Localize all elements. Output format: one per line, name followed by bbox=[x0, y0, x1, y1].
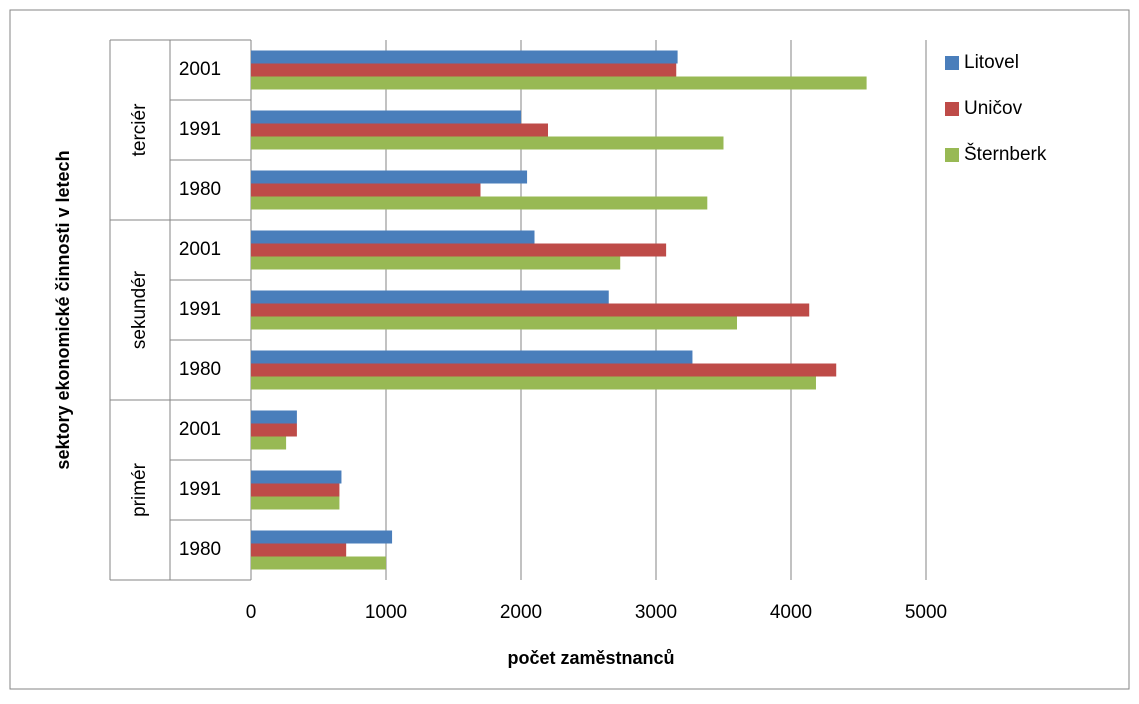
bar bbox=[251, 376, 816, 390]
x-axis-title: počet zaměstnanců bbox=[507, 648, 674, 668]
bar bbox=[251, 543, 347, 557]
bar bbox=[251, 436, 287, 450]
y-tick-label: 1980 bbox=[179, 179, 221, 200]
legend-label: Litovel bbox=[964, 52, 1019, 73]
bar bbox=[251, 230, 535, 244]
y-axis-title: sektory ekonomické činnosti v letech bbox=[53, 150, 73, 469]
group-label: primér bbox=[129, 462, 150, 517]
bar bbox=[251, 423, 297, 437]
y-tick-label: 1991 bbox=[179, 119, 221, 140]
bar bbox=[251, 50, 678, 64]
legend-swatch bbox=[945, 56, 959, 70]
bar bbox=[251, 196, 708, 210]
chart-border bbox=[9, 9, 1130, 690]
x-tick-label: 0 bbox=[246, 602, 257, 623]
legend-swatch bbox=[945, 102, 959, 116]
bar bbox=[251, 123, 548, 137]
bar bbox=[251, 303, 810, 317]
x-tick-label: 5000 bbox=[905, 602, 947, 623]
y-tick-label: 2001 bbox=[179, 239, 221, 260]
y-tick-label: 1980 bbox=[179, 359, 221, 380]
bar bbox=[251, 256, 621, 270]
y-tick-label: 1991 bbox=[179, 479, 221, 500]
y-tick-label: 1991 bbox=[179, 299, 221, 320]
bar bbox=[251, 483, 340, 497]
y-tick-label: 1980 bbox=[179, 539, 221, 560]
y-tick-label: 2001 bbox=[179, 419, 221, 440]
bar bbox=[251, 316, 737, 330]
group-label: terciér bbox=[129, 103, 150, 156]
legend-label: Uničov bbox=[964, 98, 1023, 119]
bar bbox=[251, 170, 528, 184]
bar bbox=[251, 76, 867, 90]
bar bbox=[251, 110, 521, 124]
bar bbox=[251, 410, 297, 424]
bar bbox=[251, 136, 724, 150]
bar bbox=[251, 183, 481, 197]
group-label: sekundér bbox=[129, 270, 150, 349]
bar bbox=[251, 63, 677, 77]
legend-swatch bbox=[945, 148, 959, 162]
bar bbox=[251, 556, 386, 570]
bar bbox=[251, 350, 693, 364]
x-tick-label: 3000 bbox=[635, 602, 677, 623]
y-tick-label: 2001 bbox=[179, 59, 221, 80]
x-tick-label: 4000 bbox=[770, 602, 812, 623]
bar bbox=[251, 290, 609, 304]
bar bbox=[251, 243, 667, 257]
x-tick-label: 2000 bbox=[500, 602, 542, 623]
bar bbox=[251, 530, 393, 544]
bar bbox=[251, 363, 837, 377]
x-tick-label: 1000 bbox=[365, 602, 407, 623]
bar bbox=[251, 496, 340, 510]
legend-label: Šternberk bbox=[964, 143, 1047, 165]
bar bbox=[251, 470, 342, 484]
